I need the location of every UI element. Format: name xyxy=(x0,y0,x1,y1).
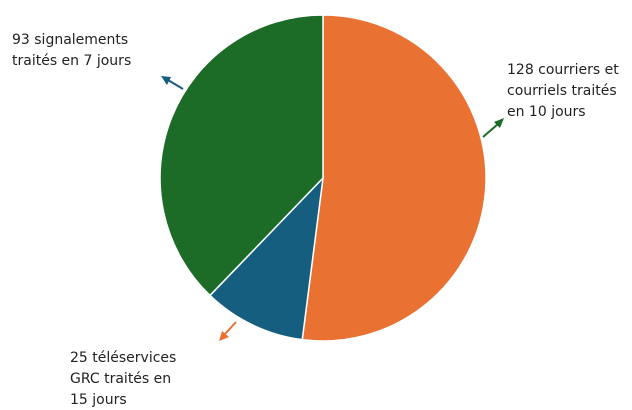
arrow xyxy=(167,79,184,90)
slice-label: traités en 7 jours xyxy=(12,53,131,69)
slice-label: 25 téléservices xyxy=(70,350,176,366)
arrow xyxy=(224,321,237,335)
pie-slice xyxy=(159,14,324,297)
arrow xyxy=(482,123,499,138)
arrow-head xyxy=(219,331,229,341)
arrow-head xyxy=(494,118,504,128)
pie-slice xyxy=(301,14,487,342)
pie-slice xyxy=(208,175,325,341)
slice-label: 128 courriers et xyxy=(507,62,619,78)
slice-label: GRC traités en xyxy=(70,371,171,387)
slice-label: en 10 jours xyxy=(507,104,586,120)
slice-label: courriels traités xyxy=(507,83,617,99)
slice-label: 15 jours xyxy=(70,392,127,408)
arrows xyxy=(161,76,504,341)
slice-label: 93 signalements xyxy=(12,32,128,48)
arrow-head xyxy=(161,76,171,85)
